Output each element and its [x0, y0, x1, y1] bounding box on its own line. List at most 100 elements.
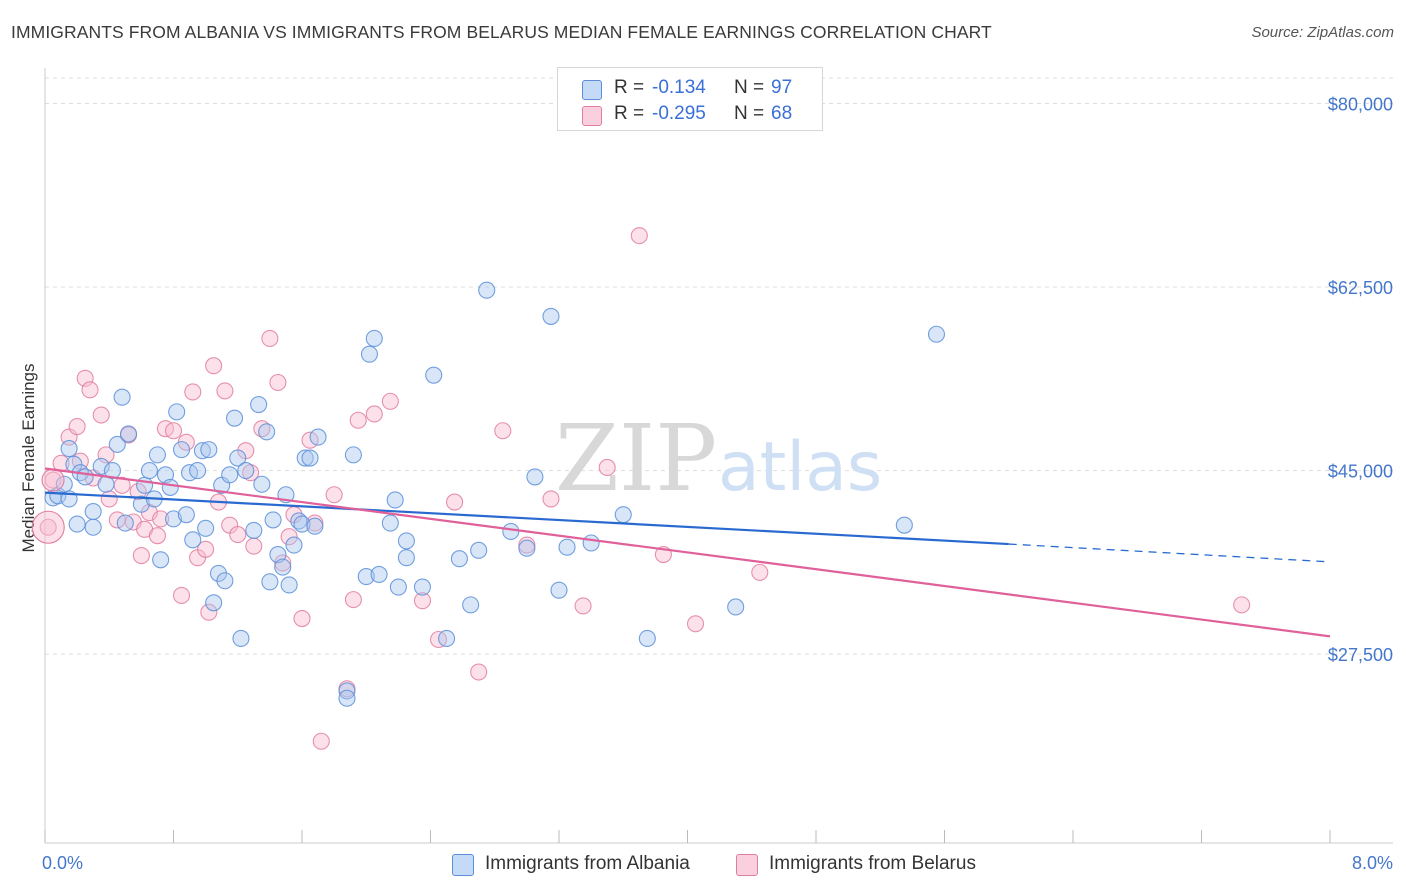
legend-r-label: R = [614, 103, 645, 124]
albania-point [274, 558, 292, 576]
correlation-legend: R = -0.134 N = 97 R = -0.295 N = 68 [557, 67, 823, 131]
belarus-point [184, 383, 202, 401]
belarus-point [751, 563, 769, 581]
points-layer [31, 227, 1251, 750]
grid-layer [45, 77, 1393, 655]
legend-r-label: R = [614, 77, 645, 98]
albania-point [338, 682, 356, 700]
albania-point [197, 519, 215, 537]
albania-point [293, 515, 311, 533]
albania-point [389, 578, 407, 596]
albania-point [344, 446, 362, 464]
albania-point [360, 345, 379, 363]
albania-point [638, 629, 656, 647]
albania-point [927, 325, 946, 343]
albania-point [269, 545, 287, 564]
belarus-point [31, 510, 65, 544]
watermark-zip: ZIP [555, 405, 717, 512]
albania-point [526, 468, 544, 486]
belarus-point [92, 406, 110, 424]
belarus-point [132, 547, 150, 565]
belarus-point [205, 357, 223, 375]
albania-point [425, 366, 443, 384]
belarus-point [253, 420, 271, 438]
belarus-point [686, 615, 705, 633]
belarus-point [68, 418, 86, 436]
belarus-point [200, 603, 218, 621]
x-tick-label: 8.0% [1352, 853, 1393, 873]
series-swatch-belarus [736, 854, 758, 876]
albania-point [542, 307, 560, 325]
albania-point [450, 550, 468, 568]
albania-point [229, 449, 247, 467]
belarus-point [598, 458, 616, 477]
y-tick-label: $27,500 [1328, 645, 1393, 665]
albania-point [253, 475, 271, 493]
albania-point [518, 539, 536, 557]
albania-point [168, 403, 186, 421]
belarus-point [494, 422, 512, 440]
belarus-point [81, 381, 99, 399]
series-label-belarus: Immigrants from Belarus [769, 853, 976, 874]
belarus-point [312, 732, 330, 750]
albania-point [438, 629, 456, 647]
albania-point [365, 329, 383, 347]
y-tick-label: $62,500 [1328, 278, 1393, 298]
albania-point [478, 281, 496, 299]
belarus-point [44, 471, 62, 489]
albania-point [614, 506, 632, 524]
albania-point [205, 594, 223, 612]
albania-point [216, 572, 234, 590]
belarus-point [274, 554, 292, 572]
belarus-point [41, 468, 65, 492]
belarus-point [349, 411, 367, 429]
albania-point [306, 517, 324, 535]
albania-point [301, 449, 319, 467]
albania-point [296, 449, 314, 467]
albania-point [502, 522, 520, 541]
belarus-point [293, 609, 311, 628]
albania-point [189, 462, 207, 480]
belarus-point [164, 422, 183, 440]
albania-point [132, 495, 150, 513]
y-tick-label: $45,000 [1328, 462, 1393, 482]
albania-point [290, 512, 308, 530]
albania-point [156, 466, 175, 484]
albania-point [172, 441, 191, 459]
albania-point [164, 510, 183, 528]
albania-point [386, 491, 404, 509]
albania-point [119, 425, 138, 443]
series-label-albania: Immigrants from Albania [485, 853, 690, 874]
albania-point [470, 541, 488, 559]
belarus-point [269, 373, 287, 392]
albania-point [184, 531, 202, 549]
belarus-trend-line [44, 467, 1331, 638]
legend-n-label: N = [734, 77, 765, 98]
albania-point [200, 441, 218, 459]
albania-point [84, 518, 102, 536]
albania-point [397, 549, 415, 567]
belarus-point [148, 527, 166, 545]
albania-point [60, 440, 78, 458]
albania-point [280, 576, 298, 594]
albania-point [68, 515, 86, 533]
albania-point [232, 629, 250, 647]
albania-point [250, 395, 268, 414]
axis-layer: $27,500 $45,000 $62,500 $80,000 0.0% 8.0% [42, 68, 1393, 873]
albania-point [221, 466, 239, 484]
albania-point [84, 502, 102, 521]
y-axis-label: Median Female Earnings [19, 364, 38, 553]
albania-point [413, 578, 432, 596]
albania-point [245, 521, 263, 539]
belarus-point [413, 592, 432, 610]
albania-point [727, 598, 745, 616]
belarus-point [470, 663, 488, 681]
belarus-point [365, 405, 383, 423]
belarus-point [152, 510, 170, 528]
legend-n-value-belarus: 68 [771, 103, 793, 124]
albania-point [338, 689, 356, 707]
belarus-point [381, 392, 399, 410]
albania-point [161, 478, 179, 496]
belarus-point [574, 597, 592, 615]
